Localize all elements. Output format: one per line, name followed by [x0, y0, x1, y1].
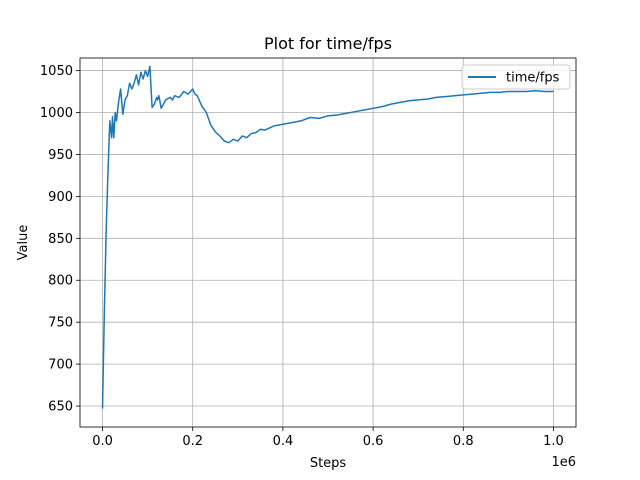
grid-lines: [80, 58, 576, 427]
legend: time/fps: [461, 64, 571, 90]
y-tick-label: 800: [48, 274, 73, 289]
y-tick-label: 1050: [40, 64, 73, 79]
series-line: [101, 65, 554, 409]
y-tick-label: 950: [48, 148, 73, 163]
axis-ticks: 0.0 0.2 0.4 0.6 0.8 1.0 650 700 750 800 850 900 950 1…: [40, 64, 564, 449]
y-tick-label: 900: [48, 190, 73, 205]
y-tick-label: 850: [48, 232, 73, 247]
series-layer: [101, 65, 554, 409]
x-axis-offset-label: 1e6: [551, 455, 576, 470]
chart-title: Plot for time/fps: [264, 34, 392, 53]
x-tick-label: 0.4: [273, 434, 294, 449]
x-axis-label: Steps: [310, 456, 347, 471]
legend-entry: time/fps: [506, 71, 560, 86]
y-tick-label: 700: [48, 358, 73, 373]
y-tick-label: 1000: [40, 106, 73, 121]
y-axis-label: Value: [16, 225, 31, 261]
x-tick-label: 0.8: [453, 434, 474, 449]
x-tick-label: 0.0: [92, 434, 113, 449]
y-tick-label: 650: [48, 400, 73, 415]
legend-box: [461, 64, 571, 90]
x-tick-label: 0.6: [363, 434, 384, 449]
x-tick-label: 0.2: [182, 434, 203, 449]
plot-frame: [79, 57, 577, 428]
x-tick-label: 1.0: [543, 434, 564, 449]
y-tick-label: 750: [48, 316, 73, 331]
